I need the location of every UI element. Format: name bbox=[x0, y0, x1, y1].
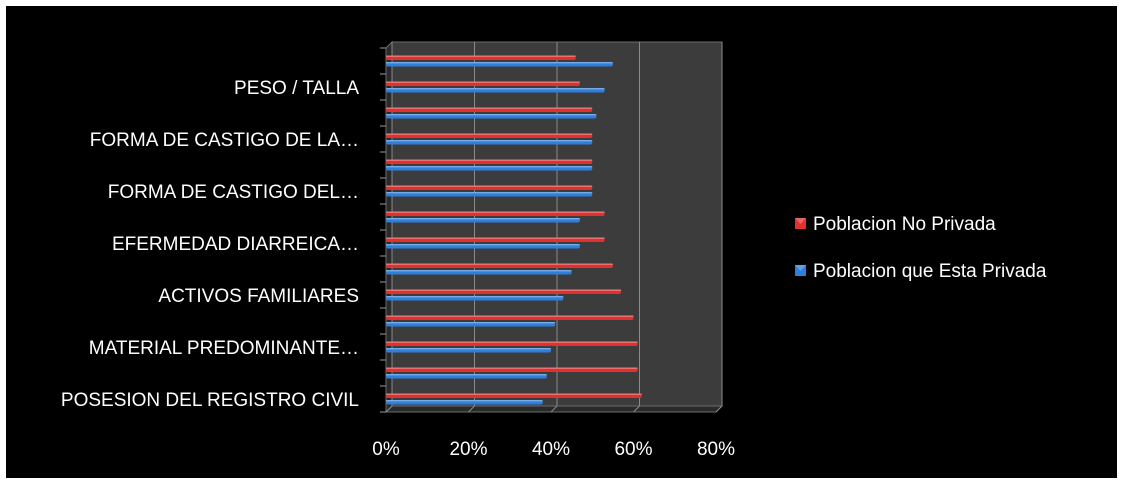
gridline-floor bbox=[468, 405, 475, 413]
category-label: MATERIAL PREDOMINANTE… bbox=[89, 338, 359, 359]
legend-label-poblacion-que-esta-privada: Poblacion que Esta Privada bbox=[813, 261, 1047, 282]
bar-poblacion-que-esta-privada bbox=[386, 348, 551, 353]
bar-highlight-poblacion-no-privada bbox=[386, 133, 593, 135]
bar-poblacion-que-esta-privada bbox=[386, 218, 580, 223]
category-label: FORMA DE CASTIGO DEL… bbox=[108, 182, 359, 203]
bar-poblacion-que-esta-privada bbox=[386, 296, 564, 301]
bar-highlight-poblacion-que-esta-privada bbox=[386, 244, 580, 246]
bar-poblacion-no-privada bbox=[386, 367, 638, 372]
bar-highlight-poblacion-no-privada bbox=[386, 81, 580, 83]
legend-swatch-poblacion-que-esta-privada bbox=[795, 265, 806, 276]
bar-poblacion-que-esta-privada bbox=[386, 62, 613, 67]
bar-poblacion-no-privada bbox=[386, 289, 622, 294]
bar-poblacion-no-privada bbox=[386, 55, 576, 60]
bar-highlight-poblacion-que-esta-privada bbox=[386, 114, 597, 116]
legend-swatch-shade bbox=[795, 218, 806, 224]
gridline-floor bbox=[385, 405, 393, 413]
x-tick-label: 60% bbox=[614, 439, 652, 460]
bar-poblacion-que-esta-privada bbox=[386, 270, 572, 275]
bar-highlight-poblacion-no-privada bbox=[386, 159, 593, 161]
bar-highlight-poblacion-que-esta-privada bbox=[386, 62, 613, 64]
x-tick-labels: 0% 20% 40% 60% 80% bbox=[372, 439, 735, 460]
bar-poblacion-no-privada bbox=[386, 81, 580, 86]
category-label: FORMA DE CASTIGO DE LA… bbox=[90, 130, 359, 151]
bar-poblacion-no-privada bbox=[386, 107, 593, 112]
bar-highlight-poblacion-no-privada bbox=[386, 237, 605, 239]
legend: Poblacion No Privada Poblacion que Esta P… bbox=[795, 214, 1047, 282]
bar-highlight-poblacion-que-esta-privada bbox=[386, 296, 564, 298]
bar-highlight-poblacion-no-privada bbox=[386, 185, 593, 187]
bar-highlight-poblacion-que-esta-privada bbox=[386, 218, 580, 220]
x-tick-label: 80% bbox=[697, 439, 735, 460]
x-tick-label: 20% bbox=[449, 439, 487, 460]
bar-poblacion-que-esta-privada bbox=[386, 140, 593, 145]
bar-poblacion-no-privada bbox=[386, 159, 593, 164]
bar-poblacion-que-esta-privada bbox=[386, 400, 543, 405]
bar-highlight-poblacion-que-esta-privada bbox=[386, 88, 605, 90]
category-label: POSESION DEL REGISTRO CIVIL bbox=[61, 390, 359, 411]
legend-label-poblacion-no-privada: Poblacion No Privada bbox=[813, 214, 996, 235]
bar-poblacion-no-privada bbox=[386, 315, 634, 320]
bar-poblacion-no-privada bbox=[386, 341, 638, 346]
bar-poblacion-que-esta-privada bbox=[386, 322, 556, 327]
bar-highlight-poblacion-no-privada bbox=[386, 211, 605, 213]
category-labels: POSESION DEL REGISTRO CIVIL MATERIAL PRED… bbox=[61, 78, 359, 411]
bar-highlight-poblacion-que-esta-privada bbox=[386, 140, 593, 142]
plot-side-wall bbox=[385, 40, 393, 414]
plot-area bbox=[384, 40, 724, 414]
category-label: ACTIVOS FAMILIARES bbox=[158, 286, 359, 307]
bar-highlight-poblacion-no-privada bbox=[386, 341, 638, 343]
bar-highlight-poblacion-que-esta-privada bbox=[386, 400, 543, 402]
bar-highlight-poblacion-que-esta-privada bbox=[386, 192, 593, 194]
bar-poblacion-no-privada bbox=[386, 237, 605, 242]
bar-poblacion-que-esta-privada bbox=[386, 114, 597, 119]
category-label: PESO / TALLA bbox=[234, 78, 359, 99]
bar-highlight-poblacion-no-privada bbox=[386, 315, 634, 317]
gridline-floor bbox=[633, 405, 640, 413]
bar-highlight-poblacion-no-privada bbox=[386, 393, 642, 395]
bar-poblacion-que-esta-privada bbox=[386, 88, 605, 93]
category-label: EFERMEDAD DIARREICA… bbox=[112, 234, 359, 255]
bar-highlight-poblacion-que-esta-privada bbox=[386, 270, 572, 272]
bar-highlight-poblacion-no-privada bbox=[386, 107, 593, 109]
bar-poblacion-no-privada bbox=[386, 185, 593, 190]
gridline-floor bbox=[715, 405, 723, 413]
bar-poblacion-que-esta-privada bbox=[386, 244, 580, 249]
bar-poblacion-no-privada bbox=[386, 393, 642, 398]
bar-poblacion-no-privada bbox=[386, 263, 613, 268]
bar-poblacion-no-privada bbox=[386, 211, 605, 216]
bar-highlight-poblacion-no-privada bbox=[386, 289, 622, 291]
x-tick-label: 0% bbox=[372, 439, 400, 460]
legend-swatch-poblacion-no-privada bbox=[795, 218, 806, 229]
bar-poblacion-que-esta-privada bbox=[386, 192, 593, 197]
bar-highlight-poblacion-que-esta-privada bbox=[386, 322, 556, 324]
bar-highlight-poblacion-que-esta-privada bbox=[386, 374, 547, 376]
bar-highlight-poblacion-que-esta-privada bbox=[386, 166, 593, 168]
legend-swatch-shade bbox=[795, 265, 806, 271]
bar-poblacion-que-esta-privada bbox=[386, 166, 593, 171]
bars bbox=[386, 55, 642, 405]
bar-poblacion-que-esta-privada bbox=[386, 374, 547, 379]
gridline-floor bbox=[550, 405, 558, 413]
bar-highlight-poblacion-no-privada bbox=[386, 55, 576, 57]
bar-highlight-poblacion-no-privada bbox=[386, 263, 613, 265]
bar-poblacion-no-privada bbox=[386, 133, 593, 138]
bar-highlight-poblacion-que-esta-privada bbox=[386, 348, 551, 350]
bar-highlight-poblacion-no-privada bbox=[386, 367, 638, 369]
x-tick-label: 40% bbox=[532, 439, 570, 460]
